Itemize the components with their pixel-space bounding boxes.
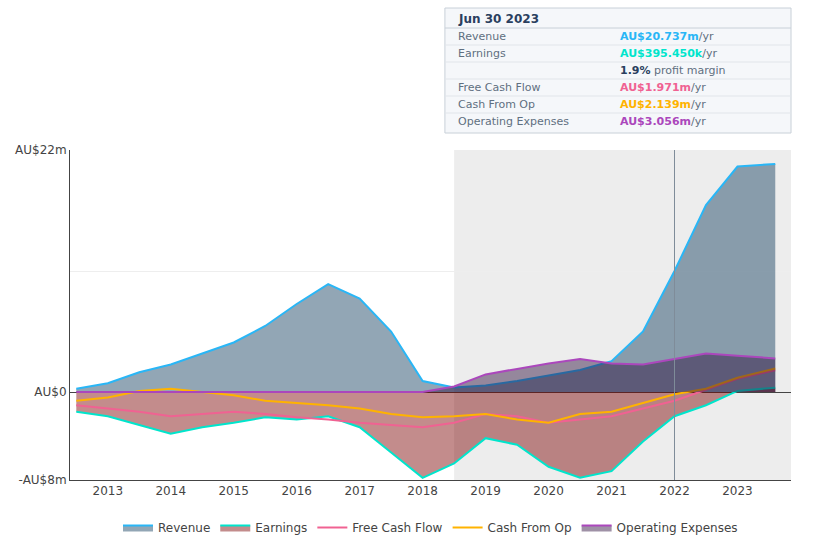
svg-text:1.9% profit margin: 1.9% profit margin	[620, 64, 726, 77]
svg-text:AU$1.971m/yr: AU$1.971m/yr	[620, 81, 706, 94]
svg-text:Free Cash Flow: Free Cash Flow	[458, 81, 541, 94]
svg-text:2019: 2019	[470, 484, 501, 498]
svg-text:Operating Expenses: Operating Expenses	[458, 115, 569, 128]
svg-text:Revenue: Revenue	[158, 521, 210, 535]
svg-text:AU$2.139m/yr: AU$2.139m/yr	[620, 98, 706, 111]
svg-text:2023: 2023	[722, 484, 753, 498]
svg-text:Earnings: Earnings	[255, 521, 307, 535]
svg-text:2016: 2016	[281, 484, 312, 498]
svg-text:2022: 2022	[659, 484, 690, 498]
svg-text:Free Cash Flow: Free Cash Flow	[352, 521, 442, 535]
svg-text:-AU$8m: -AU$8m	[19, 473, 67, 487]
svg-text:Cash From Op: Cash From Op	[458, 98, 535, 111]
svg-text:AU$22m: AU$22m	[15, 143, 67, 157]
svg-text:Operating Expenses: Operating Expenses	[617, 521, 738, 535]
svg-text:AU$0: AU$0	[34, 385, 66, 399]
svg-text:2020: 2020	[533, 484, 564, 498]
svg-text:2014: 2014	[155, 484, 186, 498]
svg-text:2013: 2013	[93, 484, 124, 498]
svg-text:2017: 2017	[344, 484, 375, 498]
svg-text:2018: 2018	[407, 484, 438, 498]
svg-text:2015: 2015	[218, 484, 249, 498]
svg-text:Cash From Op: Cash From Op	[488, 521, 572, 535]
svg-text:Jun 30 2023: Jun 30 2023	[458, 12, 539, 26]
svg-text:AU$20.737m/yr: AU$20.737m/yr	[620, 30, 714, 43]
svg-text:AU$3.056m/yr: AU$3.056m/yr	[620, 115, 706, 128]
svg-text:Revenue: Revenue	[458, 30, 506, 43]
svg-text:AU$395.450k/yr: AU$395.450k/yr	[620, 47, 717, 60]
svg-text:2021: 2021	[596, 484, 627, 498]
svg-text:Earnings: Earnings	[458, 47, 506, 60]
